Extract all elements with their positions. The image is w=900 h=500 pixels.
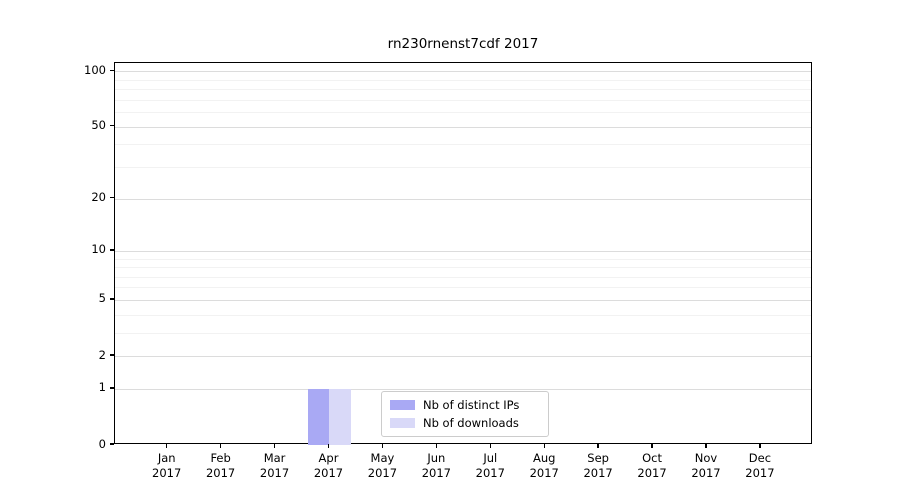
x-tick-label: Dec 2017 <box>730 451 790 481</box>
x-tick-label: Feb 2017 <box>191 451 251 481</box>
month-label: Jul <box>483 451 498 465</box>
x-tick-label: May 2017 <box>352 451 412 481</box>
chart-title: rn230rnenst7cdf 2017 <box>387 36 539 52</box>
x-tick-label: Apr 2017 <box>298 451 358 481</box>
plot-area <box>114 62 812 445</box>
minor-gridline <box>115 276 811 278</box>
year-label: 2017 <box>583 466 613 480</box>
year-label: 2017 <box>152 466 182 480</box>
major-gridline <box>115 356 811 358</box>
legend-swatch <box>390 400 415 410</box>
bar-downloads <box>329 388 351 445</box>
major-gridline <box>115 388 811 390</box>
year-label: 2017 <box>259 466 290 480</box>
x-tick-label: Nov 2017 <box>676 451 736 481</box>
x-tick-mark <box>543 444 545 448</box>
y-tick-label: 10 <box>91 242 106 257</box>
minor-gridline <box>115 267 811 269</box>
x-tick-label: Jun 2017 <box>406 451 466 481</box>
year-label: 2017 <box>637 466 667 480</box>
month-label: Dec <box>748 451 772 465</box>
month-label: Jan <box>157 451 176 465</box>
y-tick-label: 100 <box>84 62 106 77</box>
year-label: 2017 <box>529 466 559 480</box>
y-tick-label: 1 <box>98 380 106 395</box>
year-label: 2017 <box>745 466 775 480</box>
minor-gridline <box>115 166 811 168</box>
x-tick-mark <box>166 444 168 448</box>
minor-gridline <box>115 79 811 81</box>
x-tick-mark <box>489 444 491 448</box>
y-tick-mark <box>110 387 114 389</box>
month-label: Oct <box>642 451 662 465</box>
x-tick-label: Jul 2017 <box>460 451 520 481</box>
y-tick-mark <box>110 124 114 127</box>
y-tick-label: 20 <box>91 190 106 205</box>
month-label: May <box>370 451 395 465</box>
year-label: 2017 <box>691 466 721 480</box>
year-label: 2017 <box>421 466 451 480</box>
year-label: 2017 <box>313 466 344 480</box>
legend-item-label: Nb of distinct IPs <box>423 398 520 412</box>
year-label: 2017 <box>205 466 236 480</box>
y-tick-mark <box>110 298 114 300</box>
month-label: Nov <box>694 451 718 465</box>
minor-gridline <box>115 332 811 334</box>
y-tick-mark <box>110 443 114 445</box>
y-tick-mark <box>110 196 114 199</box>
x-tick-mark <box>597 444 599 448</box>
y-tick-label: 50 <box>91 118 106 133</box>
x-tick-mark <box>273 444 276 448</box>
x-tick-mark <box>381 444 384 448</box>
major-gridline <box>115 250 811 252</box>
month-label: Aug <box>532 451 556 465</box>
major-gridline <box>115 198 811 200</box>
x-tick-mark <box>759 444 761 448</box>
x-tick-mark <box>327 444 330 448</box>
x-tick-mark <box>651 444 653 448</box>
major-gridline <box>115 299 811 301</box>
month-label: Jun <box>427 451 446 465</box>
y-tick-label: 0 <box>98 436 106 451</box>
year-label: 2017 <box>475 466 505 480</box>
legend-swatch <box>390 418 415 428</box>
legend-item: Nb of downloads <box>390 416 540 430</box>
y-tick-mark <box>110 69 114 72</box>
x-tick-label: Mar 2017 <box>245 451 305 481</box>
x-tick-label: Sep 2017 <box>568 451 628 481</box>
minor-gridline <box>115 314 811 316</box>
y-tick-mark <box>110 249 114 251</box>
x-tick-label: Aug 2017 <box>514 451 574 481</box>
month-label: Mar <box>263 451 286 465</box>
month-label: Apr <box>318 451 339 465</box>
x-tick-label: Oct 2017 <box>622 451 682 481</box>
legend-item-label: Nb of downloads <box>423 416 519 430</box>
legend-item: Nb of distinct IPs <box>390 398 540 412</box>
major-gridline <box>115 71 811 73</box>
minor-gridline <box>115 258 811 260</box>
bar-distinct-ips <box>307 388 330 445</box>
x-tick-mark <box>435 444 438 448</box>
month-label: Sep <box>587 451 609 465</box>
minor-gridline <box>115 89 811 91</box>
year-label: 2017 <box>367 466 398 480</box>
month-label: Feb <box>210 451 231 465</box>
major-gridline <box>115 126 811 128</box>
x-tick-mark <box>705 444 707 448</box>
minor-gridline <box>115 144 811 146</box>
minor-gridline <box>115 112 811 114</box>
y-tick-label: 2 <box>98 347 106 362</box>
y-tick-mark <box>110 354 114 356</box>
x-tick-mark <box>219 444 222 448</box>
minor-gridline <box>115 287 811 289</box>
x-tick-label: Jan 2017 <box>137 451 197 481</box>
legend: Nb of distinct IPs Nb of downloads <box>381 391 549 437</box>
minor-gridline <box>115 99 811 101</box>
y-tick-label: 5 <box>98 291 106 306</box>
